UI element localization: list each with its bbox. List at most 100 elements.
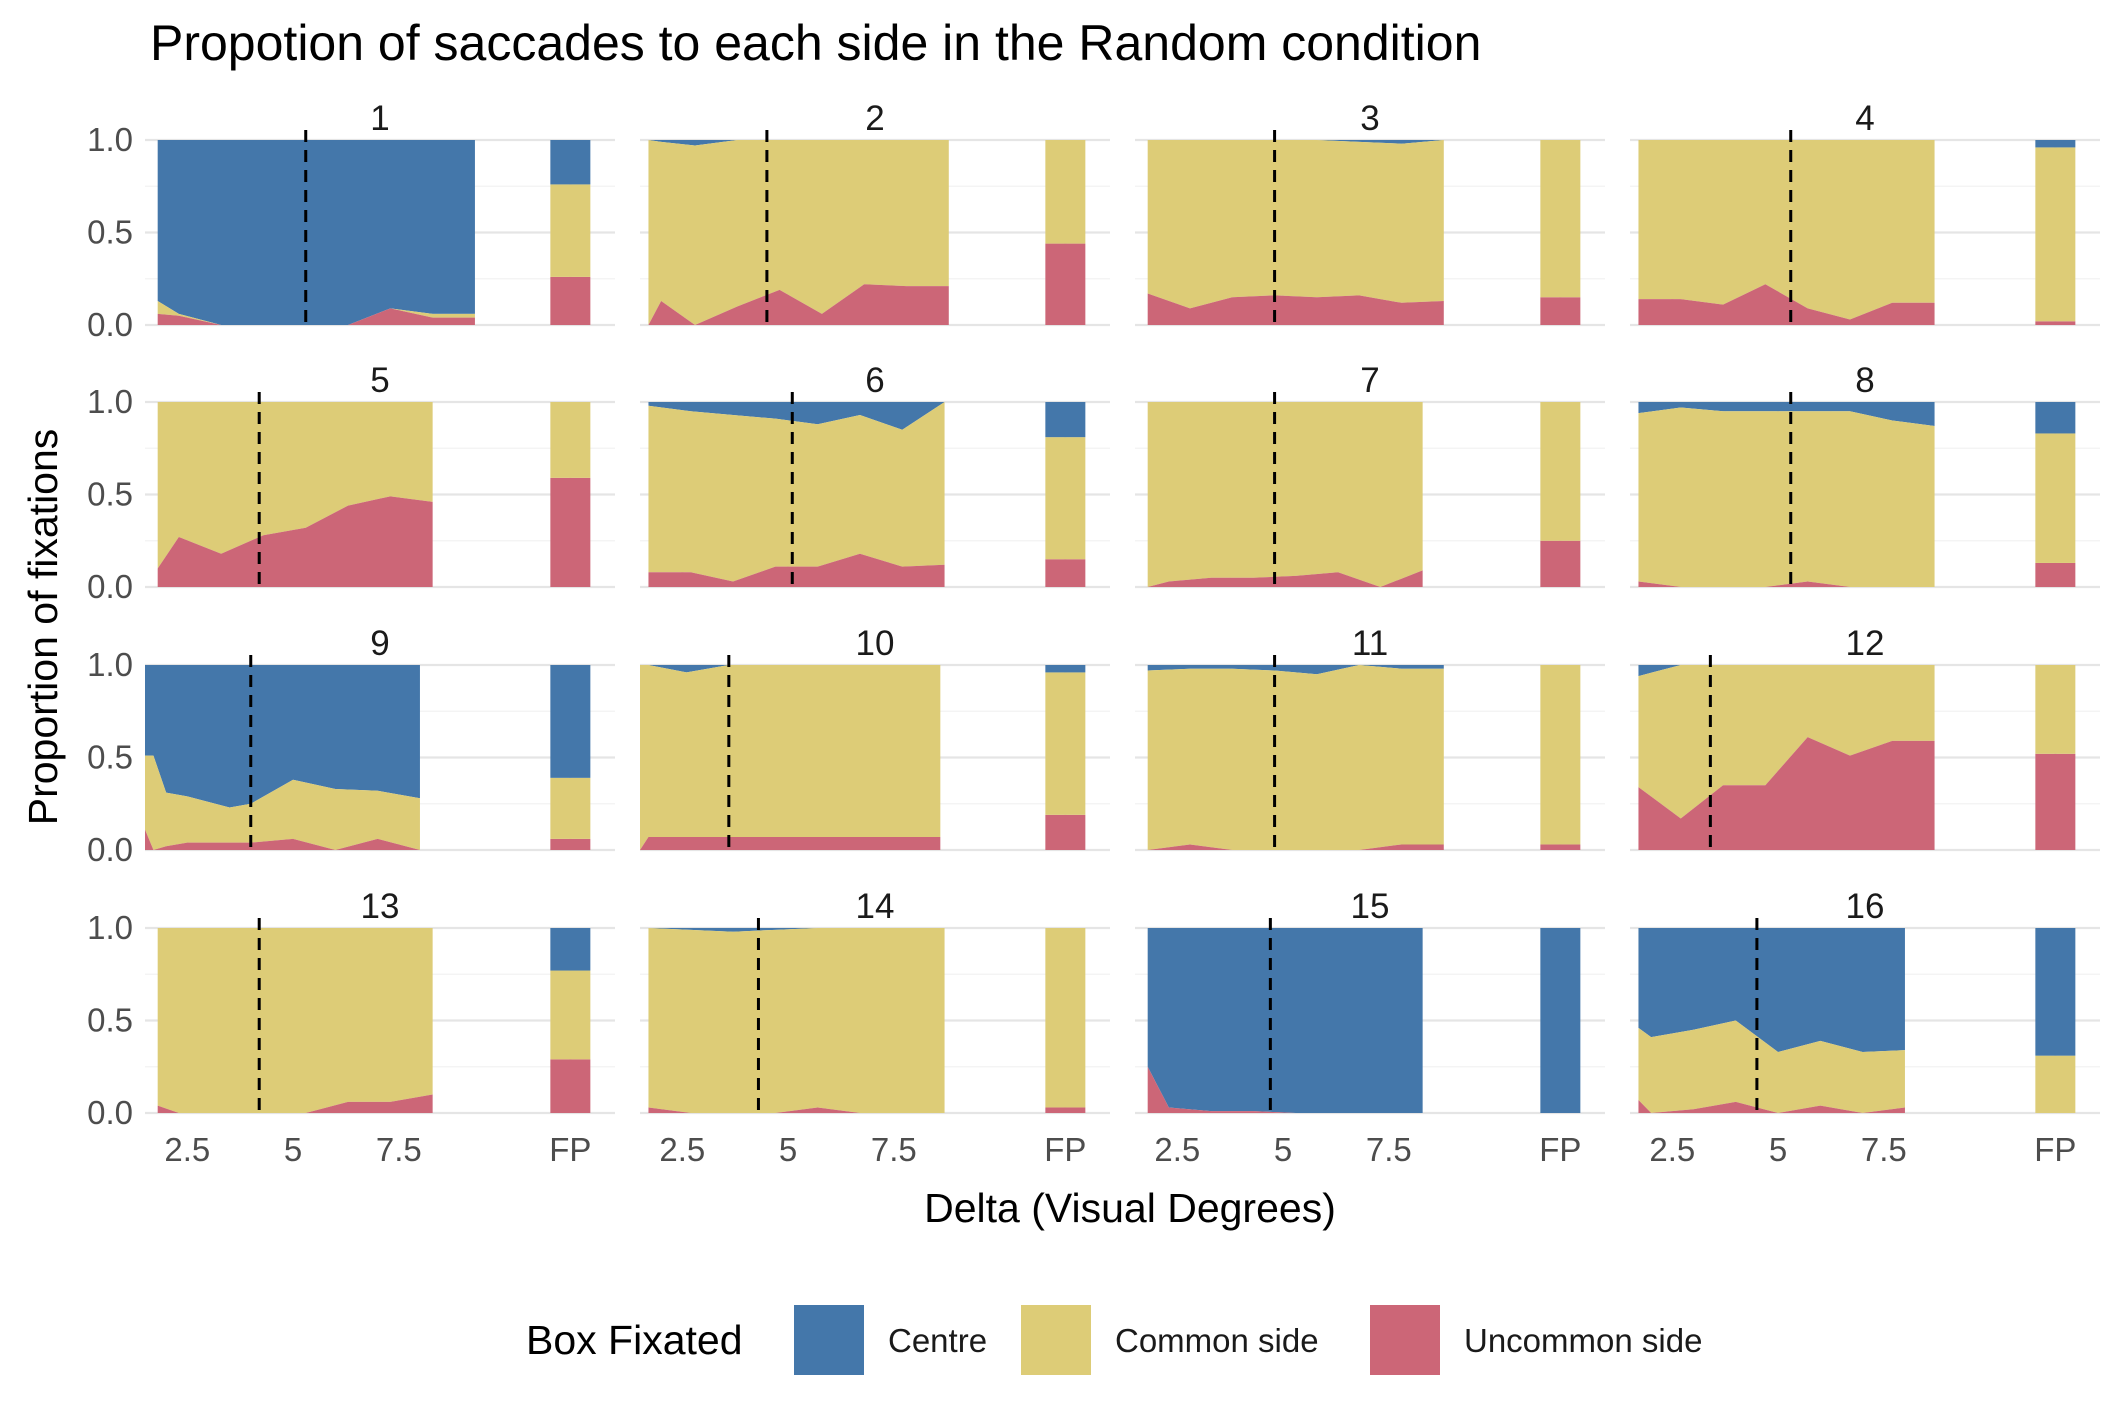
legend-label: Uncommon side [1464,1322,1702,1359]
facet-label: 2 [865,99,884,138]
area-uncommon-side [157,1094,433,1113]
facet-label: 8 [1855,361,1874,400]
fp-bar-uncommon-side [1045,814,1086,850]
area-common-side [640,665,941,850]
x-tick-label: 2.5 [164,1131,210,1168]
area-common-side [145,755,420,850]
fp-bar-uncommon-side [2035,753,2076,850]
fp-bar-uncommon-side [1045,243,1086,325]
area-uncommon-side [648,1107,945,1113]
legend-label: Common side [1115,1322,1319,1359]
facet-label: 15 [1351,887,1390,926]
facet-panel-12: 12 [1630,624,2100,852]
area-common-side [1638,665,1935,819]
fp-bar-common-side [2035,665,2076,754]
fp-bar-centre [1540,928,1581,1113]
facet-panel-10: 10 [640,624,1110,852]
facet-label: 4 [1855,99,1874,138]
facet-panel-7: 7 [1135,361,1605,589]
area-uncommon-side [648,553,945,587]
fp-bar-common-side [1045,140,1086,244]
area-uncommon-side [640,837,941,850]
area-centre [1638,928,1905,1052]
fp-bar-centre [1045,402,1086,438]
area-common-side [1638,1020,1905,1113]
y-axis-title: Proportion of fixations [20,429,66,826]
x-tick-label-fp: FP [1539,1131,1581,1168]
facet-label: 14 [856,887,895,926]
facet-panel-3: 3 [1135,99,1605,327]
x-tick-label-fp: FP [2034,1131,2076,1168]
area-centre [1638,665,1935,677]
fp-bar-uncommon-side [550,838,591,850]
area-uncommon-side [1638,1100,1905,1113]
fp-bar-centre [1045,665,1086,673]
area-uncommon-side [145,829,420,850]
fp-bar-common-side [550,970,591,1060]
area-centre [1147,928,1423,1113]
area-common-side [1638,140,1935,320]
y-tick-label: 1.0 [87,121,133,158]
facet-panel-6: 6 [640,361,1110,589]
y-tick-label: 0.0 [87,568,133,605]
area-centre [648,402,945,430]
legend-key [794,1305,864,1375]
fp-bar-centre [550,665,591,778]
area-uncommon-side [1147,293,1444,325]
area-common-side [1147,665,1444,850]
x-tick-label: 2.5 [1649,1131,1695,1168]
facet-label: 10 [856,624,895,663]
fp-bar-uncommon-side [550,276,591,325]
fp-bar-common-side [2035,433,2076,563]
facet-label: 13 [361,887,400,926]
area-centre [1147,665,1444,675]
legend-title: Box Fixated [526,1317,743,1363]
fp-bar-common-side [1045,928,1086,1108]
fp-bar-uncommon-side [1540,540,1581,587]
facet-panel-5: 5 0.0 0.5 1.0 [87,361,615,605]
fp-bar-uncommon-side [1045,1107,1086,1113]
x-tick-label-fp: FP [549,1131,591,1168]
facet-panel-2: 2 [640,99,1110,327]
area-common-side [1147,402,1423,587]
facet-panel-16: 16 2.5 5 7.5 FP [1630,887,2100,1168]
x-tick-label: 5 [1274,1131,1292,1168]
x-tick-label: 5 [1769,1131,1787,1168]
fp-bar-centre [2035,402,2076,434]
area-uncommon-side [1147,570,1423,587]
area-centre [157,140,475,325]
fp-bar-uncommon-side [550,1059,591,1113]
y-tick-label: 0.0 [87,1094,133,1131]
area-uncommon-side [1147,1066,1423,1113]
fp-bar-common-side [550,184,591,277]
area-common-side [648,928,945,1113]
facet-label: 12 [1846,624,1885,663]
area-centre [648,140,949,146]
fp-bar-uncommon-side [1540,844,1581,850]
area-common-side [157,928,433,1113]
fp-bar-common-side [1045,672,1086,815]
facet-label: 9 [370,624,389,663]
legend-key [1021,1305,1091,1375]
area-centre [145,665,420,808]
facet-panel-11: 11 [1135,624,1605,852]
fp-bar-uncommon-side [2035,562,2076,587]
facet-panels: 1 0.0 0.5 1.0 2 3 4 5 0.0 0.5 1.0 6 7 8 9 0.0 0.5 1.0 10 11… [87,99,2100,1168]
fp-bar-common-side [550,402,591,478]
y-tick-label: 0.5 [87,739,133,776]
fp-bar-common-side [550,777,591,839]
fp-bar-common-side [1540,402,1581,541]
x-tick-label: 5 [779,1131,797,1168]
area-centre [1147,140,1444,144]
facet-panel-15: 15 2.5 5 7.5 FP [1135,887,1605,1168]
x-tick-label: 2.5 [1154,1131,1200,1168]
area-common-side [648,140,949,325]
y-tick-label: 1.0 [87,646,133,683]
fp-bar-centre [550,140,591,185]
facet-panel-9: 9 0.0 0.5 1.0 [87,624,615,868]
y-tick-label: 0.5 [87,476,133,513]
y-tick-label: 1.0 [87,383,133,420]
y-tick-label: 0.5 [87,1002,133,1039]
area-common-side [648,402,945,582]
